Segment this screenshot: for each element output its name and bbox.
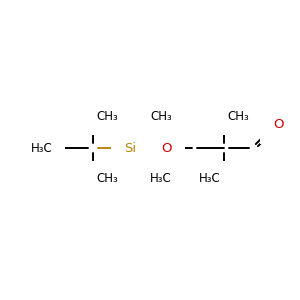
Text: Si: Si bbox=[124, 142, 136, 154]
Text: O: O bbox=[273, 118, 283, 130]
Text: H₃C: H₃C bbox=[199, 172, 221, 185]
Text: CH₃: CH₃ bbox=[96, 110, 118, 124]
Text: O: O bbox=[162, 142, 172, 154]
Text: H₃C: H₃C bbox=[150, 172, 172, 185]
Text: CH₃: CH₃ bbox=[227, 110, 249, 124]
Text: CH₃: CH₃ bbox=[96, 172, 118, 185]
Text: H₃C: H₃C bbox=[31, 142, 53, 154]
Text: CH₃: CH₃ bbox=[150, 110, 172, 124]
